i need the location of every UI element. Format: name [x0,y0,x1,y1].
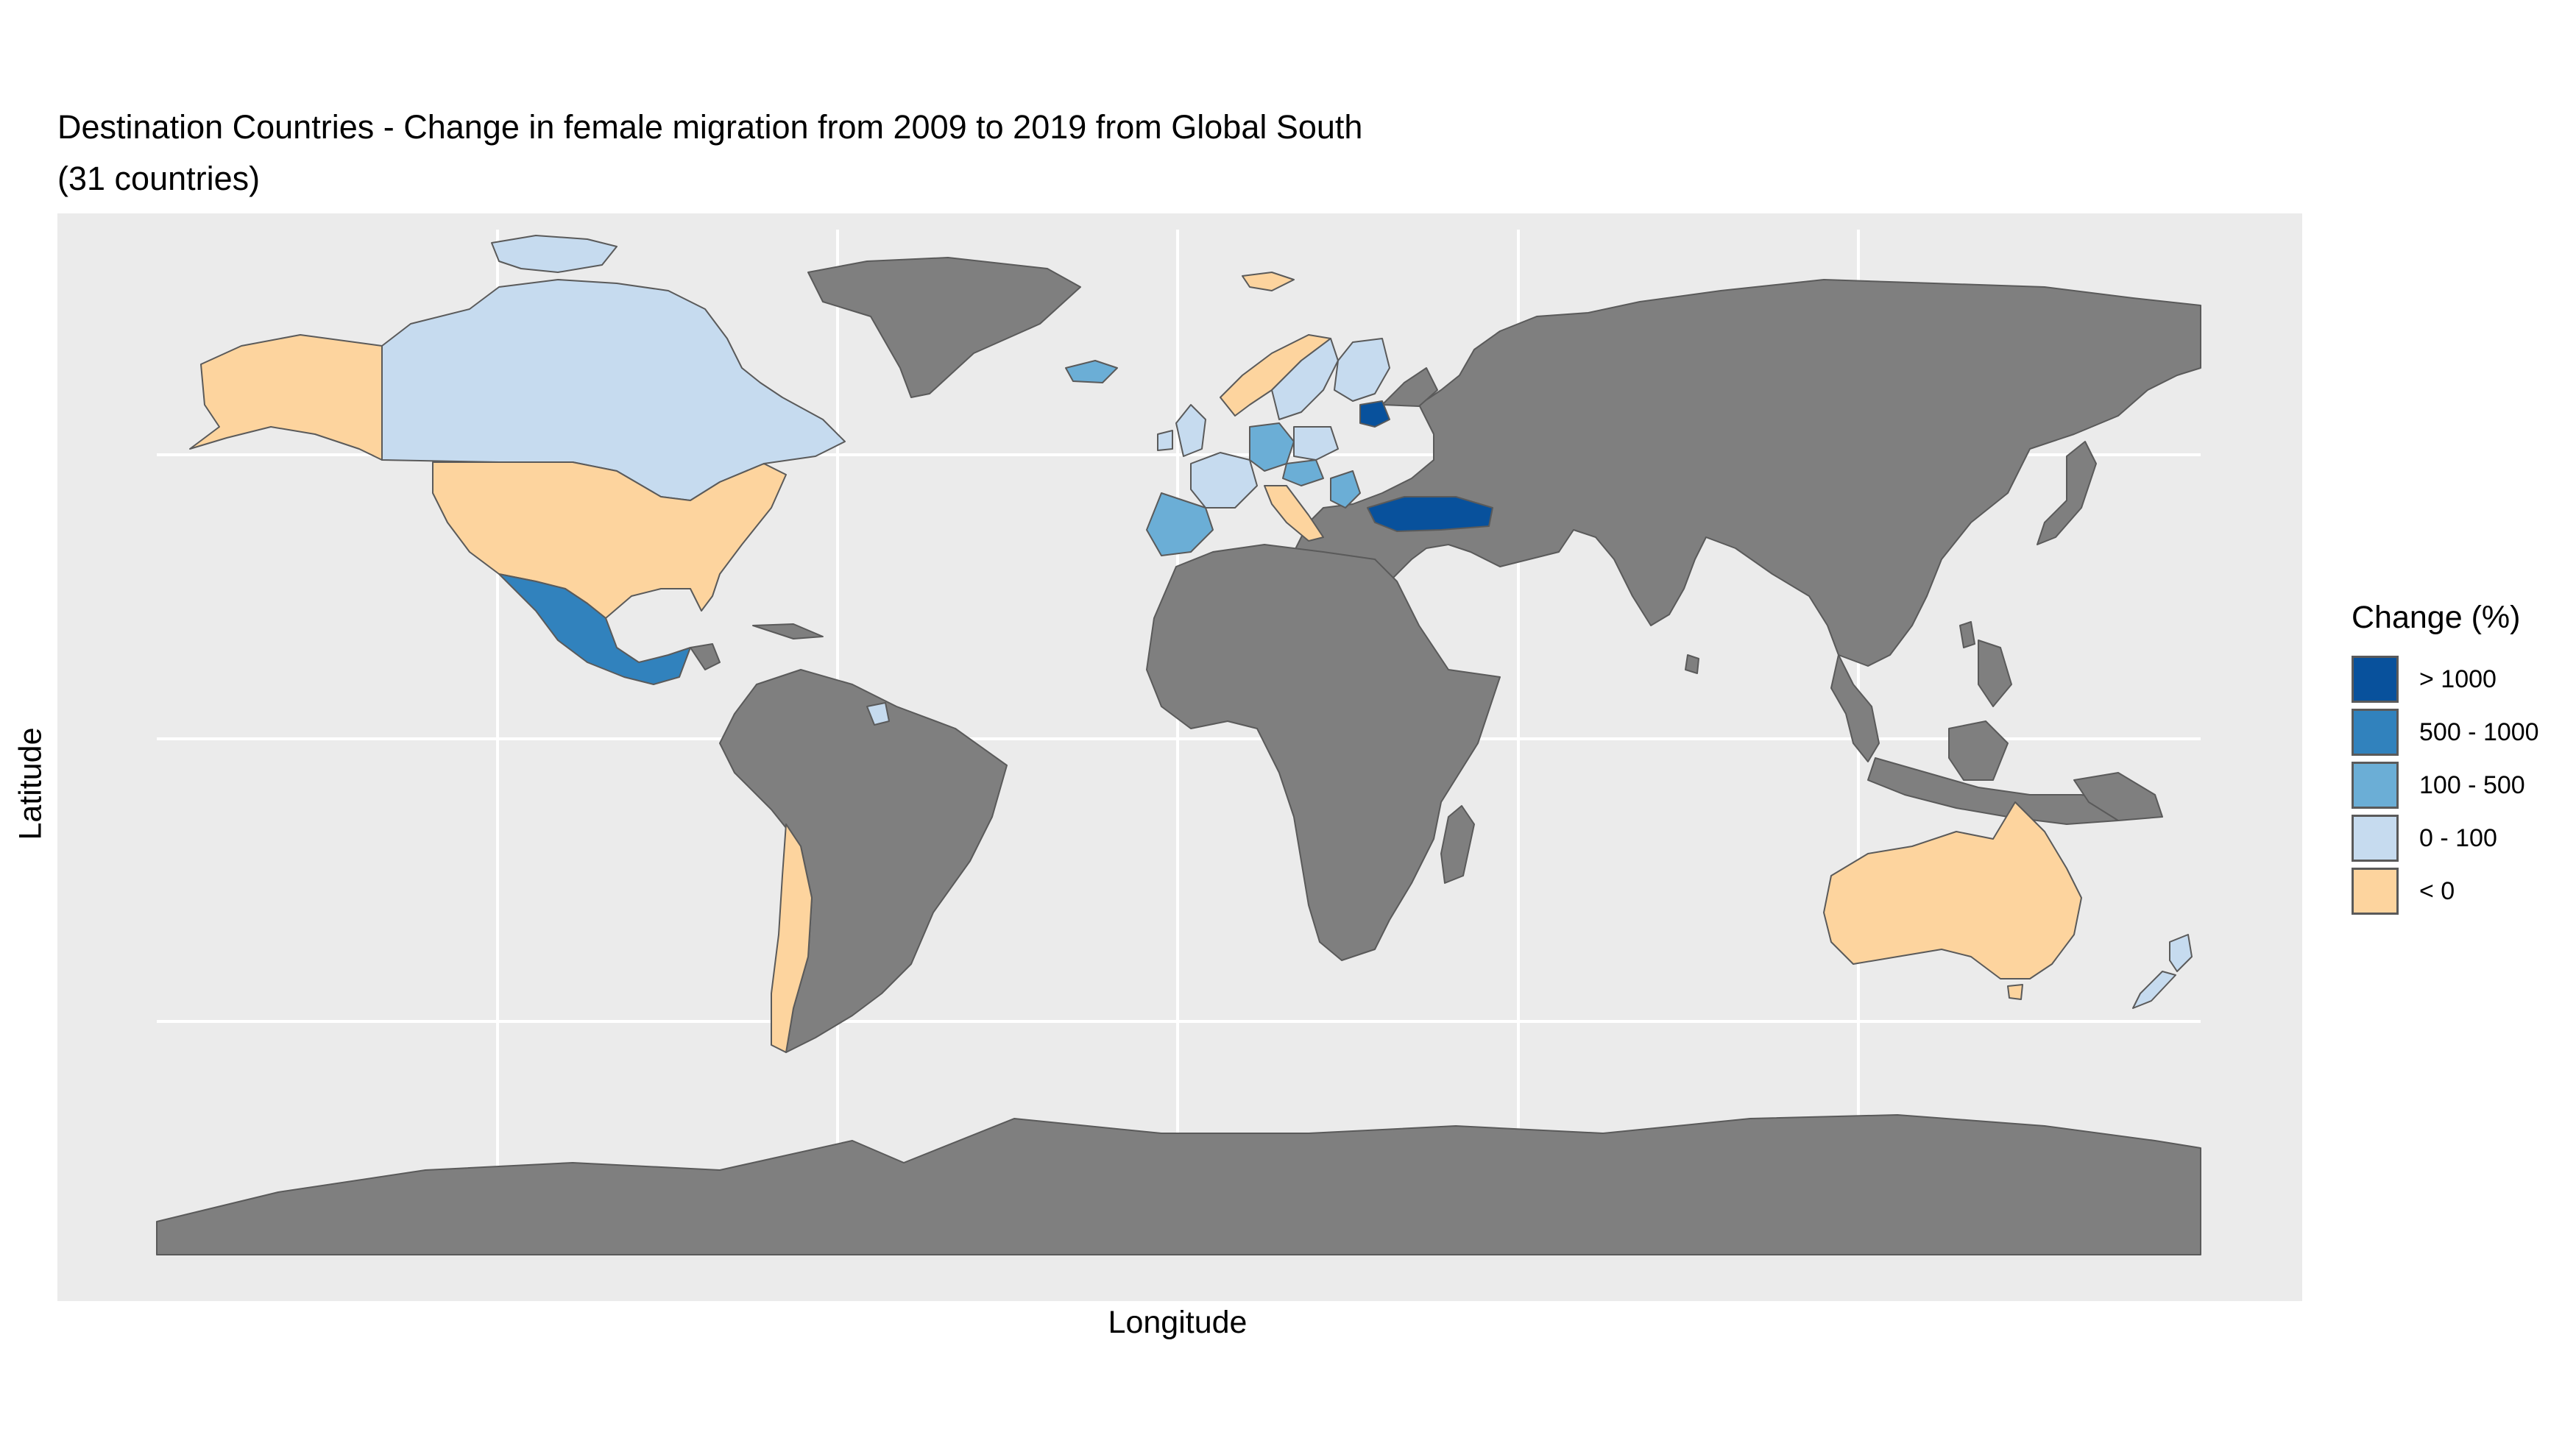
czechia-austria [1282,459,1324,486]
south-america [719,669,1008,1053]
legend-label: 0 - 100 [2419,824,2497,852]
svalbard [1242,272,1295,291]
new-zealand-north [2169,934,2193,972]
legend-item: > 1000 [2352,653,2539,706]
y-axis-label: Latitude [13,727,49,840]
legend-label: < 0 [2419,877,2455,905]
turkey [1367,496,1493,532]
legend-swatch [2352,815,2399,862]
new-guinea [2073,772,2163,821]
legend-title: Change (%) [2352,600,2521,635]
suriname-guyana [866,702,890,726]
finland [1334,338,1390,402]
alaska [189,334,383,461]
borneo [1948,720,2009,781]
legend-item: < 0 [2352,865,2539,918]
legend-swatch [2352,762,2399,809]
scandinavia-east [1381,367,1438,407]
ireland [1157,430,1173,451]
italy [1264,485,1324,542]
legend: Change (%) > 1000 500 - 1000 100 - 500 0… [2352,602,2539,918]
iceland [1065,360,1118,383]
land-no-data [156,257,2201,1255]
legend-label: 100 - 500 [2419,771,2525,799]
estonia-latvia [1359,400,1390,428]
sweden [1271,338,1339,420]
eurasia [1293,279,2201,667]
chile [771,823,813,1053]
legend-label: 500 - 1000 [2419,718,2539,746]
legend-swatch [2352,868,2399,915]
madagascar [1440,805,1475,884]
australia [1823,801,2082,979]
southeast-asia [1830,654,1880,762]
tasmania [2007,984,2023,1000]
legend-item: 500 - 1000 [2352,706,2539,759]
central-america-north [690,643,721,670]
map-panel [57,213,2302,1301]
canada-arctic-islands [491,235,618,273]
new-zealand-south [2132,971,2176,1009]
legend-swatch [2352,656,2399,703]
map-subtitle: (31 countries) [57,160,261,197]
x-axis-label: Longitude [1108,1305,1248,1340]
antarctica [156,1114,2201,1255]
japan [2037,441,2097,545]
uk [1175,404,1206,457]
france [1190,452,1258,509]
poland [1293,426,1339,461]
mexico [498,573,691,685]
taiwan [1959,621,1975,648]
legend-label: > 1000 [2419,665,2497,693]
greenland [807,257,1081,398]
map-title: Destination Countries - Change in female… [57,108,1363,146]
africa [1146,544,1501,961]
countries-with-data [189,235,2193,1053]
legend-item: 100 - 500 [2352,759,2539,812]
spain-portugal [1146,492,1214,556]
legend-item: 0 - 100 [2352,812,2539,865]
legend-swatch [2352,709,2399,756]
sri-lanka [1685,654,1699,674]
greece-balkans [1330,470,1361,509]
cuba [752,623,824,640]
philippines [1978,640,2012,707]
